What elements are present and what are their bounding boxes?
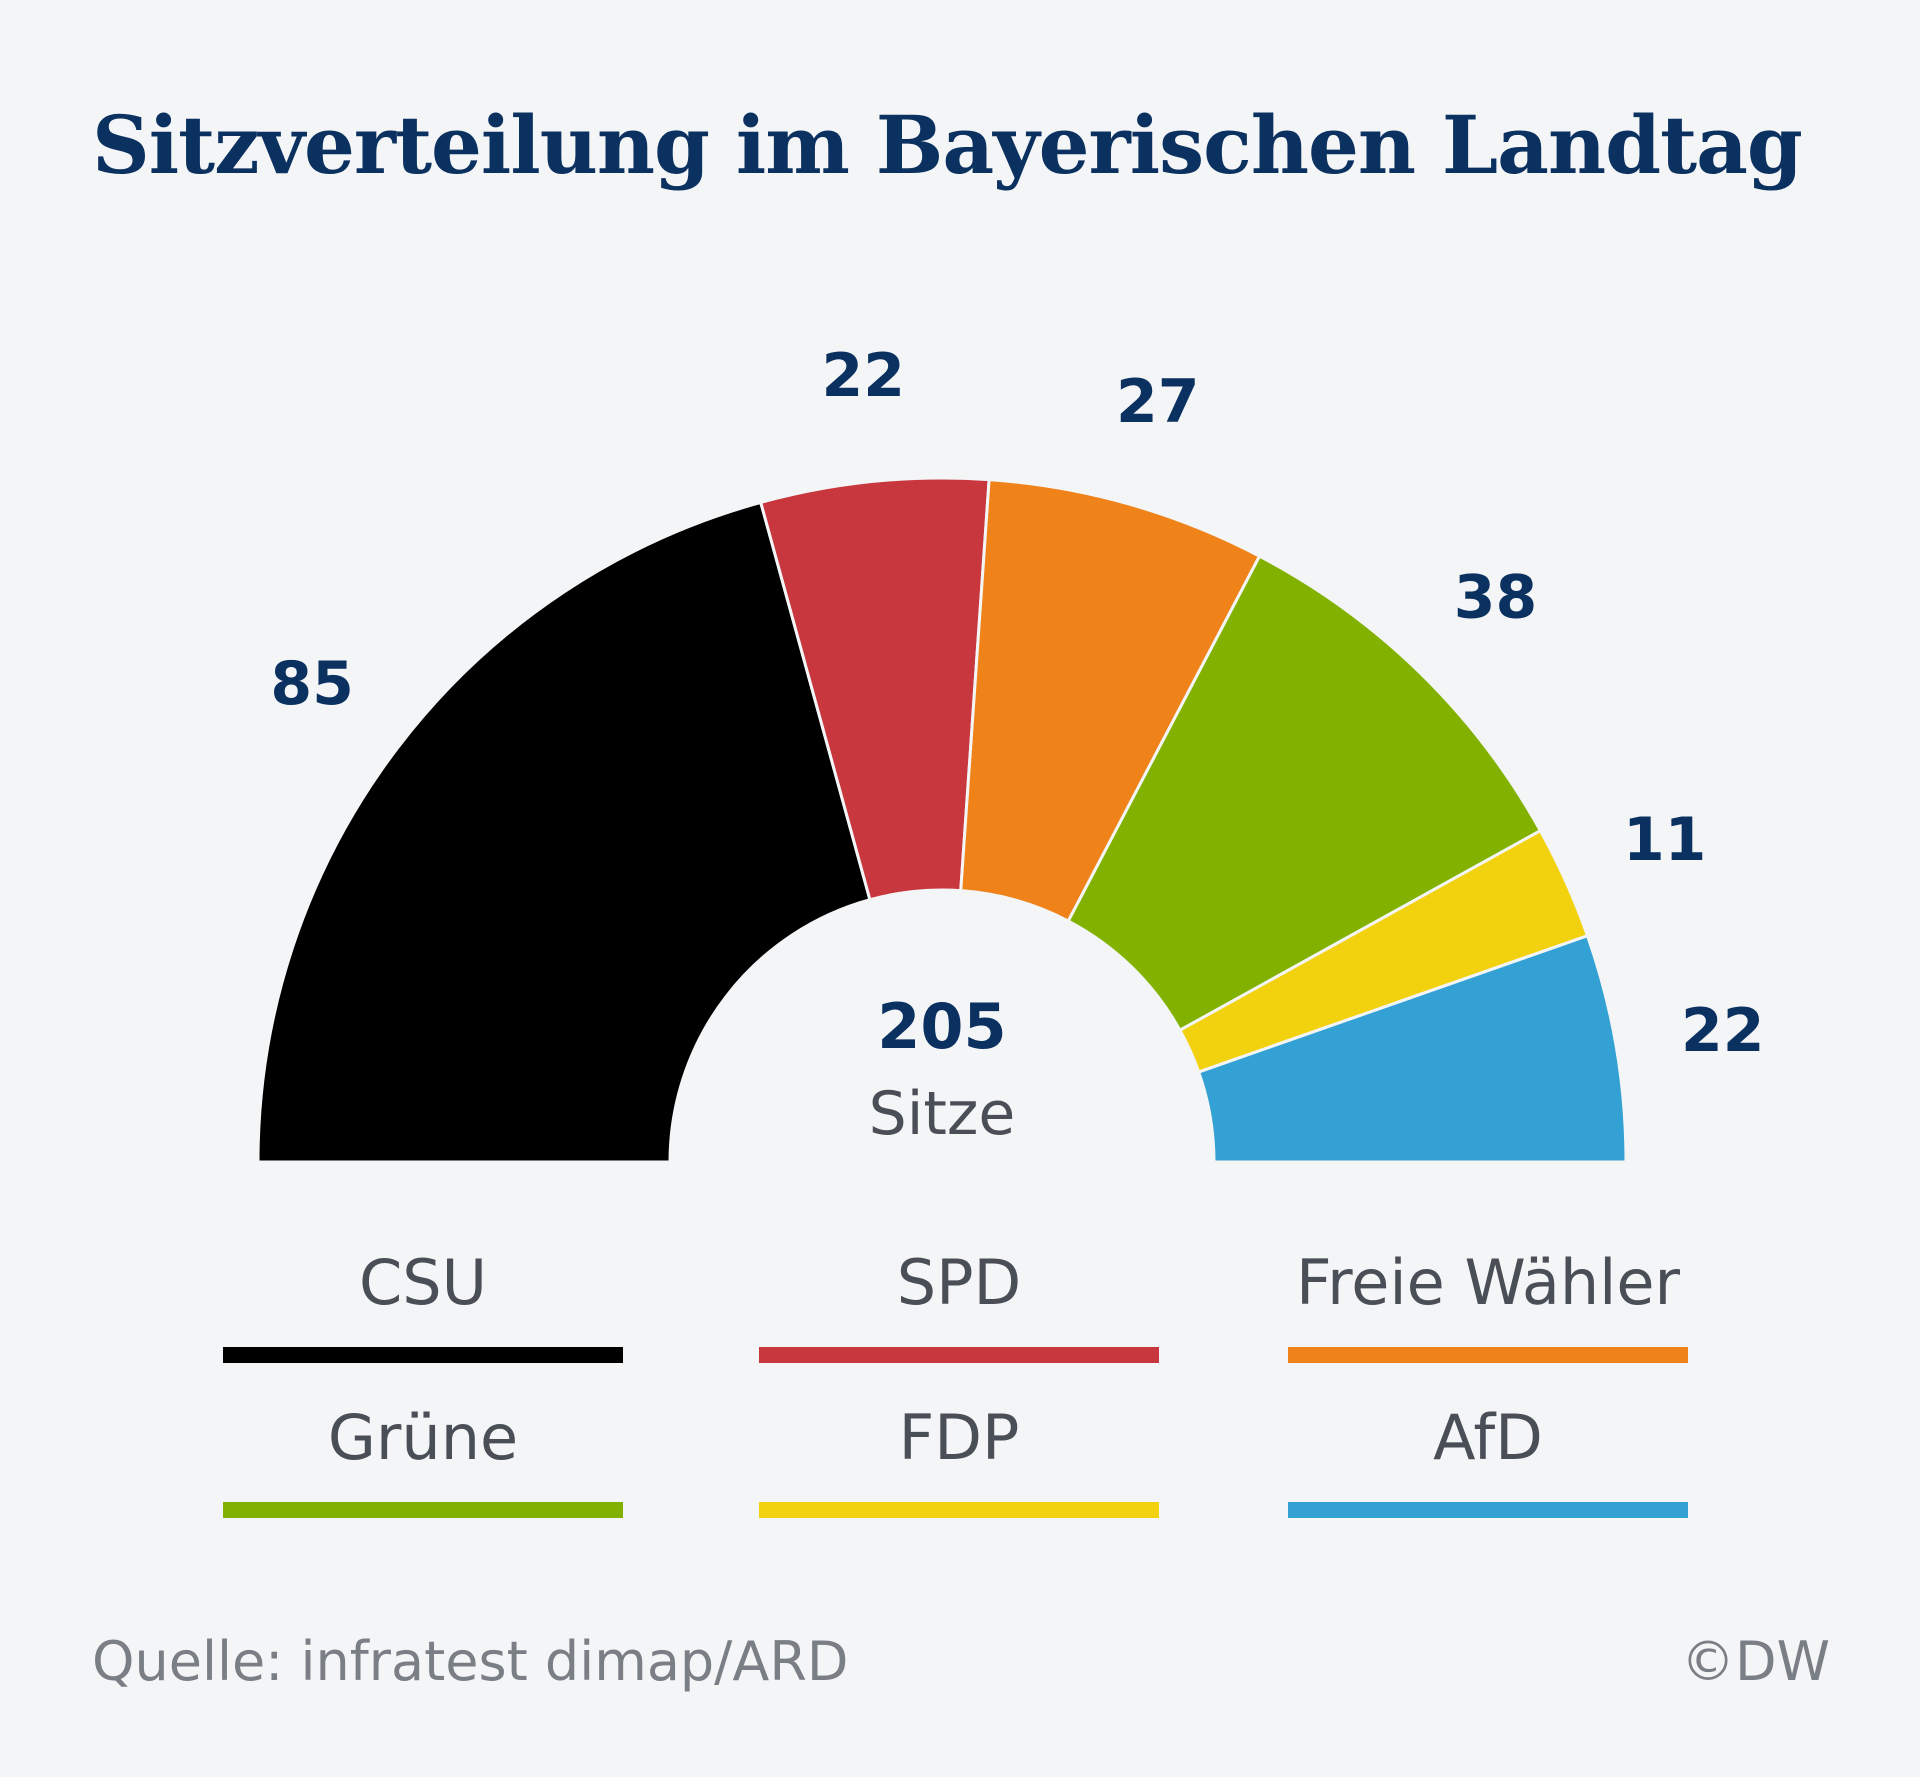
segment-gruene bbox=[1066, 554, 1542, 1032]
legend-item-afd: AfD bbox=[1288, 1400, 1688, 1518]
legend-item-spd: SPD bbox=[759, 1245, 1159, 1363]
legend-label: AfD bbox=[1433, 1401, 1543, 1474]
legend-swatch bbox=[1288, 1502, 1688, 1518]
legend-swatch bbox=[1288, 1347, 1688, 1363]
legend-swatch bbox=[759, 1347, 1159, 1363]
seat-label-afd: 22 bbox=[1681, 996, 1765, 1066]
legend-item-csu: CSU bbox=[223, 1245, 623, 1363]
source-note: Quelle: infratest dimap/ARD bbox=[92, 1630, 849, 1693]
seat-label-spd: 22 bbox=[821, 341, 905, 411]
legend-item-gruene: Grüne bbox=[223, 1400, 623, 1518]
legend-label: Grüne bbox=[327, 1401, 519, 1474]
legend-label: Freie Wähler bbox=[1296, 1246, 1680, 1319]
legend-swatch bbox=[759, 1502, 1159, 1518]
legend-swatch bbox=[223, 1502, 623, 1518]
legend-label: FDP bbox=[898, 1401, 1020, 1474]
copyright-note: ©DW bbox=[1681, 1630, 1830, 1693]
seat-label-gruene: 38 bbox=[1454, 563, 1538, 633]
legend-item-freie-waehler: Freie Wähler bbox=[1288, 1245, 1688, 1363]
seat-segments bbox=[256, 476, 1628, 1164]
segment-afd bbox=[1197, 934, 1628, 1164]
segment-csu bbox=[256, 500, 872, 1164]
seat-label-freie-waehler: 27 bbox=[1116, 367, 1200, 437]
seat-label-csu: 85 bbox=[270, 649, 354, 719]
total-seats-number: 205 bbox=[877, 990, 1006, 1063]
legend-label: SPD bbox=[896, 1246, 1022, 1319]
legend-swatch bbox=[223, 1347, 623, 1363]
legend-label: CSU bbox=[358, 1246, 488, 1319]
seat-label-fdp: 11 bbox=[1623, 805, 1707, 875]
legend-item-fdp: FDP bbox=[759, 1400, 1159, 1518]
chart-title: Sitzverteilung im Bayerischen Landtag bbox=[92, 98, 1803, 192]
total-seats-label: Sitze bbox=[869, 1079, 1016, 1149]
seat-labels: 85 22 27 38 11 22 bbox=[270, 341, 1764, 1066]
